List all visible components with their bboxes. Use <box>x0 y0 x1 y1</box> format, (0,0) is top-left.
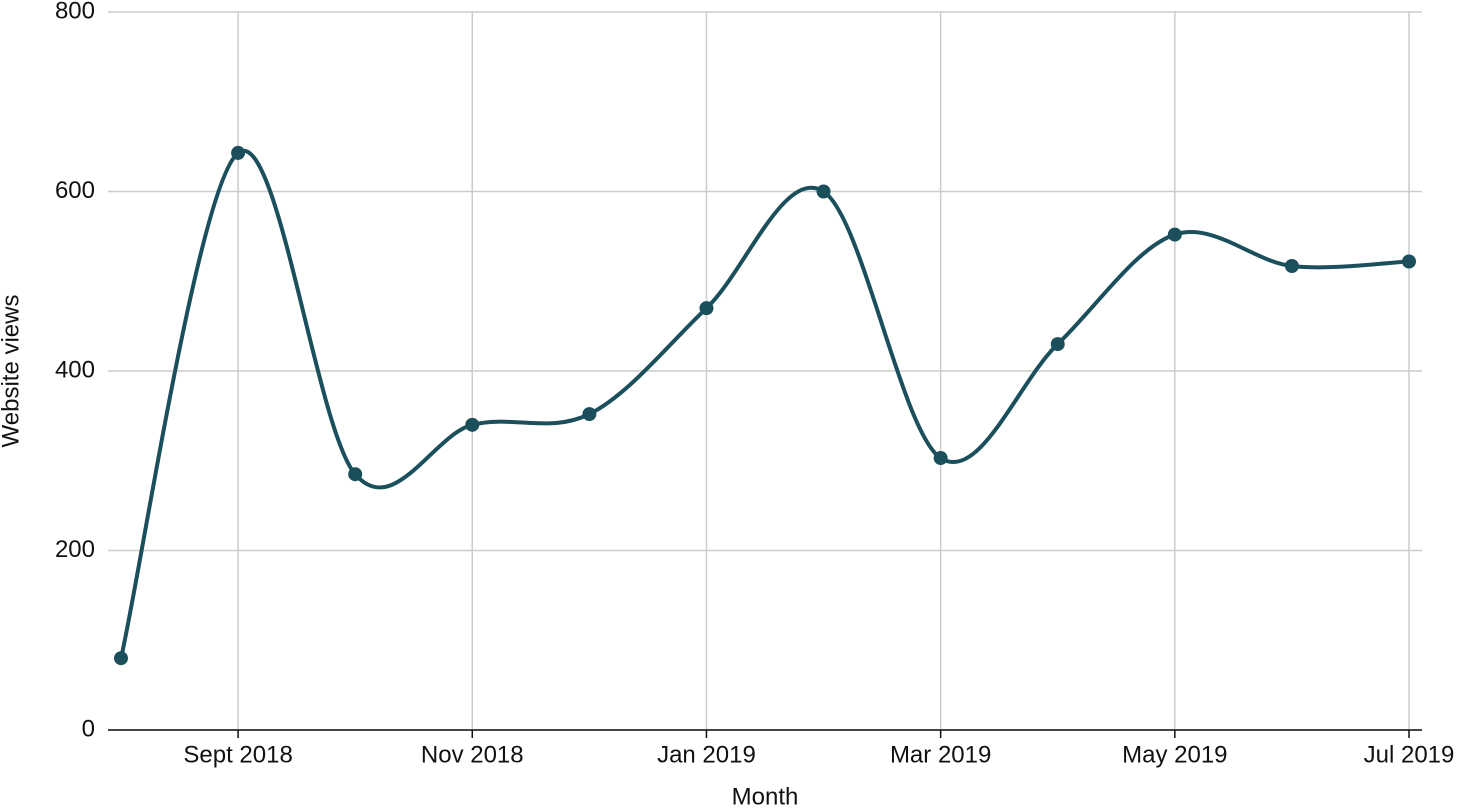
point <box>1284 258 1299 273</box>
point <box>816 184 831 199</box>
point <box>1167 227 1182 242</box>
x-tick-label: May 2019 <box>1122 741 1227 768</box>
point <box>1050 337 1065 352</box>
y-tick-label: 0 <box>82 715 95 742</box>
x-tick-label: Sept 2018 <box>183 741 292 768</box>
y-axis-label: Website views <box>0 295 24 448</box>
y-tick-label: 200 <box>55 536 95 563</box>
y-tick-label: 800 <box>55 0 95 24</box>
point <box>933 451 948 466</box>
point <box>465 417 480 432</box>
x-axis-label: Month <box>732 783 799 810</box>
y-tick-label: 400 <box>55 356 95 383</box>
point <box>114 651 128 666</box>
y-tick-label: 600 <box>55 177 95 204</box>
x-tick-label: Nov 2018 <box>421 741 524 768</box>
x-tick-label: Mar 2019 <box>890 741 991 768</box>
x-tick-label: Jan 2019 <box>657 741 756 768</box>
x-tick-label: Jul 2019 <box>1364 741 1455 768</box>
point <box>582 407 597 422</box>
point <box>231 145 246 160</box>
line <box>119 148 1410 659</box>
point <box>699 301 714 316</box>
point <box>1402 254 1416 269</box>
point <box>348 467 363 482</box>
